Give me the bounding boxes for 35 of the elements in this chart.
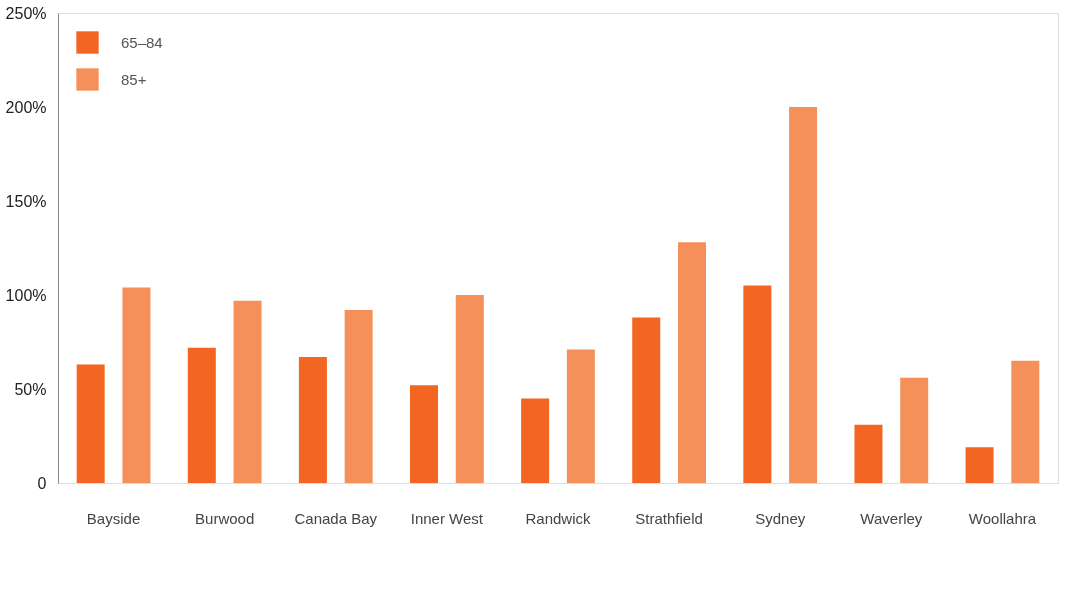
bar xyxy=(298,357,327,483)
bar xyxy=(521,398,550,483)
bar xyxy=(789,107,818,483)
bar xyxy=(677,242,706,483)
bar xyxy=(187,347,216,483)
y-tick-label: 200% xyxy=(5,98,47,116)
bar xyxy=(233,300,262,483)
x-tick-label: Burwood xyxy=(195,509,255,527)
bar xyxy=(566,349,595,483)
y-tick-label: 250% xyxy=(5,4,47,22)
y-tick-label: 100% xyxy=(5,286,47,304)
bar xyxy=(965,447,994,483)
x-tick-label: Woollahra xyxy=(968,509,1037,527)
x-tick-label: Inner West xyxy=(410,509,484,527)
bar xyxy=(854,424,883,483)
legend-label: 85+ xyxy=(121,70,147,88)
bar xyxy=(344,310,373,483)
y-tick-label: 0 xyxy=(37,474,47,492)
x-tick-label: Randwick xyxy=(525,509,592,527)
legend-label: 65–84 xyxy=(121,33,163,51)
x-tick-label: Bayside xyxy=(86,509,141,527)
x-tick-label: Canada Bay xyxy=(294,509,378,527)
bar xyxy=(1011,360,1040,483)
bar xyxy=(410,385,439,483)
bar xyxy=(122,287,151,483)
x-tick-label: Sydney xyxy=(755,509,806,527)
bar xyxy=(632,317,661,483)
y-tick-label: 50% xyxy=(14,380,47,398)
bar xyxy=(455,295,484,483)
bar xyxy=(743,285,772,483)
bar xyxy=(76,364,105,483)
x-tick-label: Waverley xyxy=(860,509,923,527)
bar xyxy=(900,377,929,483)
y-tick-label: 150% xyxy=(5,192,47,210)
x-tick-label: Strathfield xyxy=(635,509,703,527)
